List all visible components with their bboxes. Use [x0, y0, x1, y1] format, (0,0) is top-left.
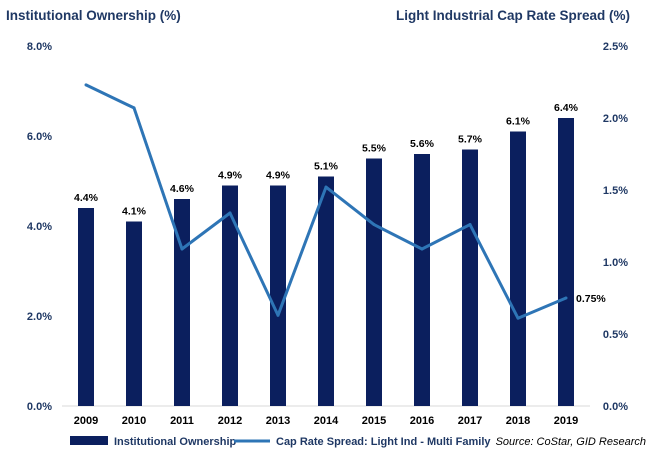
right-axis-title: Light Industrial Cap Rate Spread (%): [396, 8, 630, 23]
line-point: [372, 223, 376, 227]
right-tick-label: 0.0%: [603, 401, 628, 413]
left-axis-title: Institutional Ownership (%): [6, 8, 181, 23]
x-tick-label: 2010: [122, 415, 146, 427]
bar: [462, 149, 478, 406]
line-point: [84, 83, 88, 87]
bar-data-label: 4.9%: [266, 170, 291, 182]
bar-series: [78, 118, 574, 406]
bar-data-label: 5.5%: [362, 143, 387, 155]
bar: [78, 208, 94, 406]
x-tick-label: 2015: [362, 415, 386, 427]
right-tick-label: 1.5%: [603, 185, 628, 197]
line-point: [132, 106, 136, 110]
source-note: Source: CoStar, GID Research: [496, 436, 646, 448]
x-tick-label: 2013: [266, 415, 290, 427]
x-tick-label: 2019: [554, 415, 578, 427]
bar-labels: 4.4% 4.1% 4.6% 4.9% 4.9% 5.1% 5.5% 5.6% 5.7% 6.1%…: [74, 102, 579, 218]
line-end-label: 0.75%: [576, 293, 606, 305]
left-tick-label: 4.0%: [27, 221, 52, 233]
left-axis: 0.0% 2.0% 4.0% 6.0% 8.0%: [27, 41, 52, 413]
right-tick-label: 1.0%: [603, 257, 628, 269]
right-tick-label: 2.5%: [603, 41, 628, 53]
bar-data-label: 6.1%: [506, 116, 531, 128]
bar: [270, 185, 286, 406]
bar: [174, 199, 190, 406]
legend: Institutional Ownership Cap Rate Spread:…: [70, 436, 491, 448]
bar-data-label: 6.4%: [554, 102, 579, 114]
bar-data-label: 5.1%: [314, 161, 339, 173]
bar-data-label: 4.6%: [170, 183, 195, 195]
x-tick-label: 2009: [74, 415, 98, 427]
bar: [126, 221, 142, 406]
bar: [366, 158, 382, 406]
right-tick-label: 0.5%: [603, 329, 628, 341]
x-tick-label: 2014: [314, 415, 339, 427]
left-tick-label: 6.0%: [27, 131, 52, 143]
line-point: [468, 223, 472, 227]
legend-swatch-institutional-ownership: [70, 436, 108, 445]
x-tick-label: 2018: [506, 415, 530, 427]
x-tick-label: 2011: [170, 415, 194, 427]
left-tick-label: 8.0%: [27, 41, 52, 53]
line-point: [324, 185, 328, 189]
line-point: [564, 296, 568, 300]
bar-data-label: 5.6%: [410, 138, 435, 150]
bar-data-label: 4.1%: [122, 206, 147, 218]
bar-data-label: 4.4%: [74, 192, 99, 204]
legend-label-cap-rate-spread: Cap Rate Spread: Light Ind - Multi Famil…: [276, 436, 491, 448]
line-point: [276, 313, 280, 317]
bar: [222, 185, 238, 406]
line-point: [420, 247, 424, 251]
right-axis: 0.0% 0.5% 1.0% 1.5% 2.0% 2.5%: [603, 41, 628, 413]
bar: [414, 154, 430, 406]
left-tick-label: 2.0%: [27, 311, 52, 323]
line-point: [516, 316, 520, 320]
bar-data-label: 4.9%: [218, 170, 243, 182]
legend-label-institutional-ownership: Institutional Ownership: [114, 436, 237, 448]
bar: [558, 118, 574, 406]
x-tick-label: 2012: [218, 415, 242, 427]
left-tick-label: 0.0%: [27, 401, 52, 413]
line-series: 0.75%: [84, 83, 606, 320]
bar: [510, 131, 526, 406]
x-axis: 2009 2010 2011 2012 2013 2014 2015 2016 2017 2018…: [74, 415, 578, 427]
x-tick-label: 2017: [458, 415, 482, 427]
bar: [318, 176, 334, 406]
right-tick-label: 2.0%: [603, 113, 628, 125]
line-point: [180, 247, 184, 251]
x-tick-label: 2016: [410, 415, 434, 427]
bar-data-label: 5.7%: [458, 134, 483, 146]
line-point: [228, 211, 232, 215]
